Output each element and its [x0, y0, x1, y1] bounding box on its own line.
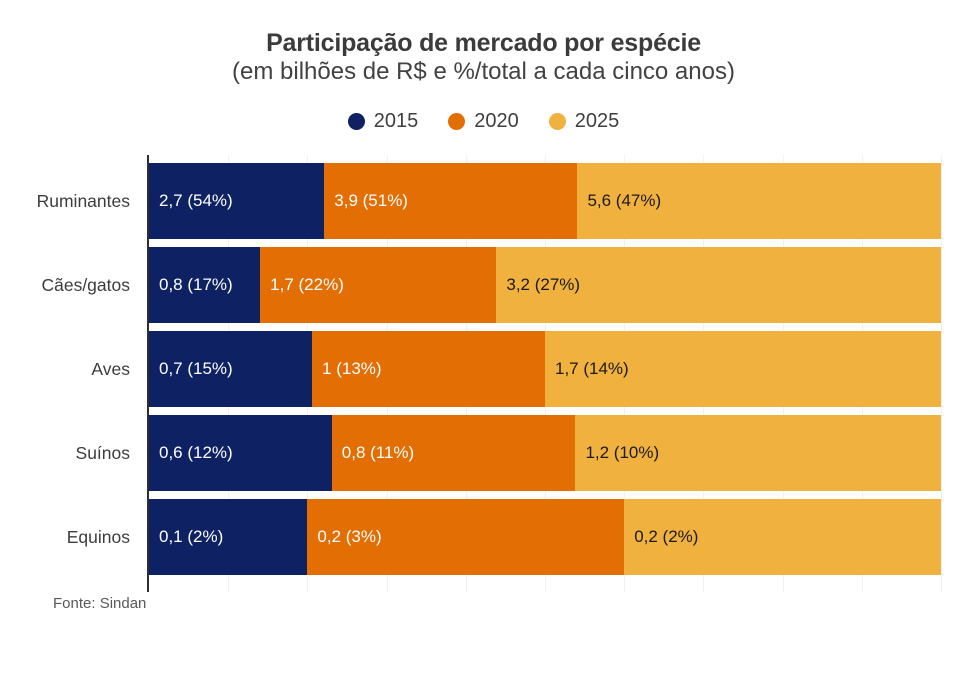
bar-segments: 0,8 (17%) 1,7 (22%) 3,2 (27%) [149, 247, 941, 323]
legend-dot-2025 [548, 113, 566, 130]
chart-subtitle: (em bilhões de R$ e %/total a cada cinco… [232, 58, 735, 85]
bar-segment-2025: 3,2 (27%) [496, 247, 941, 323]
bar-segment-2025: 1,7 (14%) [544, 331, 941, 407]
category-label: Equinos [66, 526, 130, 547]
bar-segment-2015: 0,8 (17%) [149, 247, 261, 323]
gridline [941, 155, 942, 592]
bar-segment-2025: 1,2 (10%) [575, 415, 941, 491]
category-label: Suínos [75, 442, 130, 463]
bar-segment-2020: 3,9 (51%) [324, 163, 578, 239]
chart-title: Participação de mercado por espécie [266, 29, 701, 57]
category-label: Ruminantes [36, 190, 130, 211]
bar-value-label: 1 (13%) [322, 359, 382, 378]
bar-segment-2020: 0,2 (3%) [307, 499, 625, 575]
bar-value-label: 1,7 (14%) [554, 359, 629, 378]
bar-value-label: 0,2 (2%) [634, 527, 699, 546]
bar-value-label: 1,2 (10%) [585, 443, 660, 462]
bar-segment-2025: 0,2 (2%) [624, 499, 941, 575]
legend-item-2025: 2025 [548, 110, 620, 133]
category-label: Cães/gatos [41, 274, 130, 295]
bar-segment-2015: 0,6 (12%) [149, 415, 332, 491]
bar-segments: 0,6 (12%) 0,8 (11%) 1,2 (10%) [149, 415, 941, 491]
bar-row: Aves 0,7 (15%) 1 (13%) 1,7 (14%) [0, 331, 967, 407]
bar-segment-2015: 0,1 (2%) [149, 499, 308, 575]
bar-segments: 0,7 (15%) 1 (13%) 1,7 (14%) [149, 331, 941, 407]
bar-segment-2015: 2,7 (54%) [149, 163, 325, 239]
bar-value-label: 5,6 (47%) [587, 191, 662, 210]
source-note: Fonte: Sindan [53, 595, 147, 612]
bar-segments: 2,7 (54%) 3,9 (51%) 5,6 (47%) [149, 163, 941, 239]
legend-dot-2020 [448, 113, 466, 130]
bar-value-label: 2,7 (54%) [159, 191, 233, 210]
y-axis-line [147, 155, 149, 592]
category-label: Aves [91, 358, 130, 379]
legend-item-2020: 2020 [448, 110, 519, 133]
bar-value-label: 0,6 (12%) [159, 443, 233, 462]
bar-value-label: 0,8 (17%) [159, 275, 233, 294]
bar-segment-2020: 1 (13%) [312, 331, 545, 407]
bar-value-label: 0,1 (2%) [159, 527, 224, 546]
bar-value-label: 3,2 (27%) [506, 275, 581, 294]
bar-row: Equinos 0,1 (2%) 0,2 (3%) 0,2 (2%) [0, 499, 967, 575]
legend-label-2025: 2025 [574, 110, 620, 132]
bar-row: Ruminantes 2,7 (54%) 3,9 (51%) 5,6 (47%) [0, 163, 967, 239]
legend-label-2015: 2015 [373, 110, 419, 132]
legend: 2015 2020 2025 [0, 110, 967, 133]
bar-value-label: 0,8 (11%) [341, 443, 415, 462]
bar-segment-2020: 1,7 (22%) [260, 247, 497, 323]
bar-value-label: 0,7 (15%) [159, 359, 233, 378]
bar-segment-2025: 5,6 (47%) [577, 163, 941, 239]
bar-segment-2020: 0,8 (11%) [331, 415, 576, 491]
bar-segment-2015: 0,7 (15%) [149, 331, 313, 407]
bar-value-label: 3,9 (51%) [334, 191, 408, 210]
bar-row: Cães/gatos 0,8 (17%) 1,7 (22%) 3,2 (27%) [0, 247, 967, 323]
bar-segments: 0,1 (2%) 0,2 (3%) 0,2 (2%) [149, 499, 941, 575]
bar-value-label: 1,7 (22%) [270, 275, 344, 294]
legend-item-2015: 2015 [347, 110, 419, 133]
bar-row: Suínos 0,6 (12%) 0,8 (11%) 1,2 (10%) [0, 415, 967, 491]
bar-value-label: 0,2 (3%) [317, 527, 382, 546]
legend-label-2020: 2020 [474, 110, 519, 132]
plot-area: Ruminantes 2,7 (54%) 3,9 (51%) 5,6 (47%) Cãe… [0, 155, 967, 600]
legend-dot-2015 [347, 113, 365, 130]
